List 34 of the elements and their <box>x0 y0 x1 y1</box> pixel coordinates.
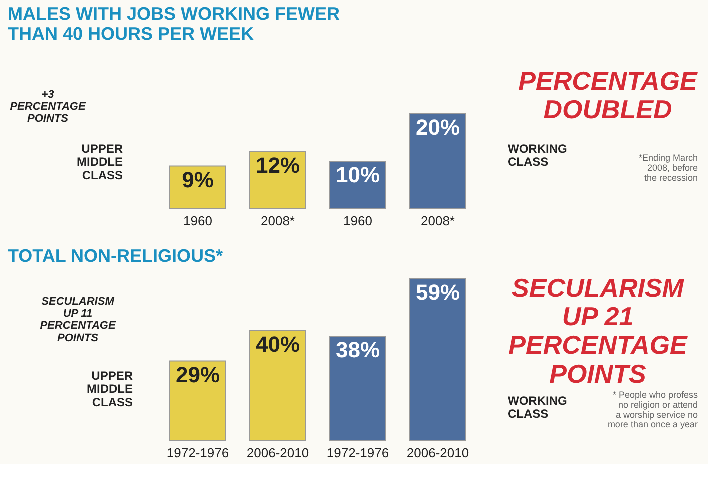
chart-title: MALES WITH JOBS WORKING FEWER THAN 40 HOURS PER WEEK <box>8 4 340 44</box>
text: WORKING CLASS <box>508 394 568 422</box>
text: *Ending March 2008, before the recession <box>638 153 698 183</box>
bar <box>410 114 466 210</box>
data-label: 9% <box>182 167 214 192</box>
bar <box>170 360 226 442</box>
data-label: 20% <box>416 115 460 140</box>
x-tick-label: 1972-1976 <box>326 446 390 460</box>
x-tick-label: 1972-1976 <box>166 446 230 460</box>
x-tick-label: 2008* <box>421 214 455 228</box>
text: PERCENTAGE DOUBLED <box>518 66 698 125</box>
x-tick-label: 1960 <box>184 214 212 228</box>
text: SECULARISM UP 11 PERCENTAGE POINTS <box>40 296 116 344</box>
text: +3 PERCENTAGE POINTS <box>10 89 86 126</box>
chart-title: TOTAL NON-RELIGIOUS* <box>8 246 224 266</box>
bar <box>330 336 386 442</box>
data-label: 38% <box>336 338 380 362</box>
x-tick-label: 1960 <box>344 214 372 228</box>
data-label: 40% <box>256 332 300 357</box>
data-label: 29% <box>176 362 220 388</box>
text: SECULARISM UP 21 PERCENTAGE POINTS <box>508 273 688 389</box>
x-tick-label: 2008* <box>261 214 295 228</box>
bar <box>410 278 466 442</box>
data-label: 59% <box>416 280 460 305</box>
text: UPPER MIDDLE CLASS <box>87 369 134 410</box>
data-label: 10% <box>336 162 380 188</box>
bar <box>250 330 306 442</box>
text: WORKING CLASS <box>508 142 568 170</box>
text: UPPER MIDDLE CLASS <box>77 142 124 182</box>
x-tick-label: 2006-2010 <box>246 446 310 460</box>
bar <box>250 152 306 210</box>
data-label: 12% <box>256 153 300 178</box>
text: * People who profess no religion or attend a worship service no more than once a year <box>608 390 698 430</box>
x-tick-label: 2006-2010 <box>406 446 470 460</box>
